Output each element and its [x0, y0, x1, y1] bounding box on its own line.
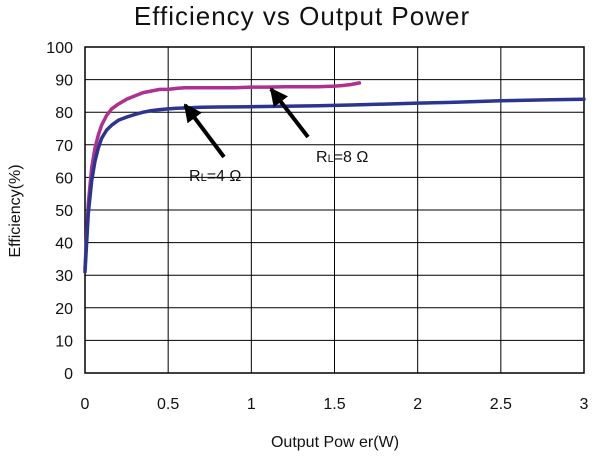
y-tick-label-10: 100 — [46, 40, 73, 57]
y-tick-label-7: 70 — [55, 138, 73, 155]
annotations: RL=8 ΩRL=4 Ω — [183, 87, 368, 185]
y-tick-label-9: 90 — [55, 73, 73, 90]
x-axis-label: Output Pow er(W) — [271, 434, 399, 451]
annotation-sub: L — [201, 172, 207, 184]
series-line-rl4 — [83, 97, 586, 274]
x-tick-label-6: 3 — [580, 396, 589, 413]
x-tick-label-5: 2.5 — [490, 396, 512, 413]
annotation-label-rl8: RL=8 Ω — [316, 149, 368, 166]
y-tick-label-4: 40 — [55, 236, 73, 253]
chart-title: Efficiency vs Output Power — [134, 1, 470, 31]
x-tick-label-3: 1.5 — [323, 396, 345, 413]
x-tick-label-2: 1 — [247, 396, 256, 413]
series-lines — [83, 81, 586, 274]
x-tick-label-4: 2 — [413, 396, 422, 413]
y-tick-label-2: 20 — [55, 301, 73, 318]
annotation-rest: =4 Ω — [207, 168, 242, 185]
x-tick-label-0: 0 — [81, 396, 90, 413]
y-tick-label-3: 30 — [55, 268, 73, 285]
x-tick-label-1: 0.5 — [157, 396, 179, 413]
series-line-rl8 — [83, 81, 362, 271]
y-axis-label: Efficiency(%) — [7, 164, 24, 257]
plot-frame — [84, 46, 585, 374]
y-tick-label-1: 10 — [55, 333, 73, 350]
annotation-arrow-rl8 — [269, 87, 310, 139]
y-tick-label-0: 0 — [64, 366, 73, 383]
annotation-sub: L — [328, 153, 334, 165]
annotation-arrow-rl4 — [183, 103, 226, 159]
grid-lines — [84, 46, 585, 374]
y-tick-label-8: 80 — [55, 105, 73, 122]
annotation-rest: =8 Ω — [334, 149, 369, 166]
y-tick-label-6: 60 — [55, 170, 73, 187]
annotation-r: R — [189, 168, 201, 185]
annotation-label-rl4: RL=4 Ω — [189, 168, 241, 185]
annotation-r: R — [316, 149, 328, 166]
y-tick-label-5: 50 — [55, 203, 73, 220]
